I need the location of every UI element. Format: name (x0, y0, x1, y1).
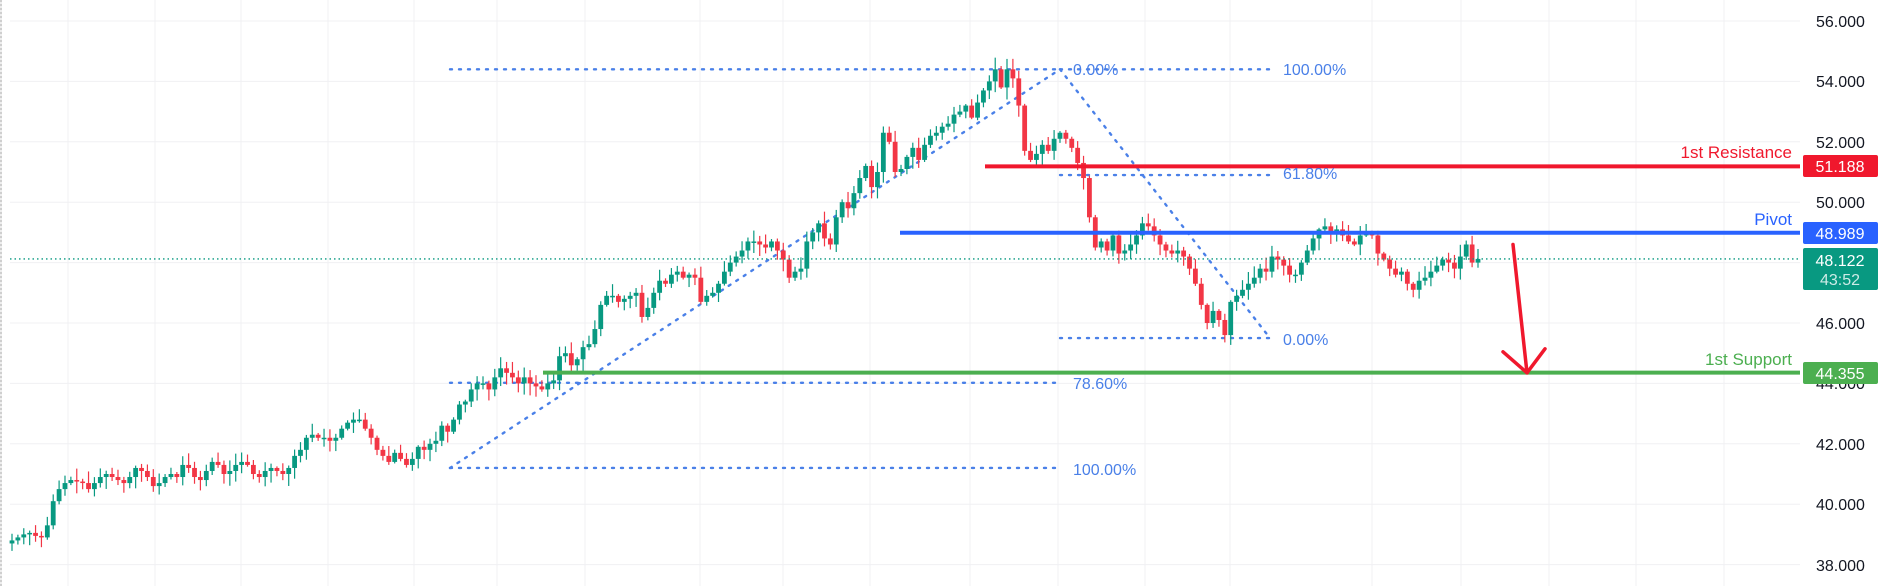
price-axis[interactable]: 56.000 54.000 52.000 50.000 48.000 46.00… (1816, 14, 1865, 575)
resistance-price-value: 51.188 (1816, 159, 1865, 176)
fib-down-100-label: 100.00% (1283, 62, 1346, 79)
resistance-price-tag: 51.188 (1803, 155, 1878, 177)
current-price-value: 48.122 (1816, 253, 1865, 270)
pivot-price-tag: 48.989 (1803, 222, 1878, 244)
pivot-price-value: 48.989 (1816, 226, 1865, 243)
support-label: 1st Support (1705, 350, 1792, 369)
fib-up-786-label: 78.60% (1073, 376, 1127, 393)
price-tick-50: 50.000 (1816, 195, 1865, 212)
price-tick-42: 42.000 (1816, 437, 1865, 454)
chart-left-border (0, 0, 2, 586)
price-tick-52: 52.000 (1816, 135, 1865, 152)
fib-down-618-label: 61.80% (1283, 166, 1337, 183)
chart-grid (10, 0, 1800, 586)
current-price-tag: 48.122 43:52 (1803, 248, 1878, 290)
price-tick-54: 54.000 (1816, 74, 1865, 91)
support-resistance-levels[interactable] (10, 164, 1800, 375)
bearish-arrow-annotation[interactable] (1501, 242, 1547, 375)
resistance-label: 1st Resistance (1681, 143, 1793, 162)
price-tick-38: 38.000 (1816, 558, 1865, 575)
bar-countdown: 43:52 (1820, 272, 1860, 289)
fibonacci-retracements[interactable] (448, 68, 1272, 470)
price-tick-56: 56.000 (1816, 14, 1865, 31)
price-tick-46: 46.000 (1816, 316, 1865, 333)
support-price-value: 44.355 (1816, 366, 1865, 383)
fib-up-100-label: 100.00% (1073, 462, 1136, 479)
support-price-tag: 44.355 (1803, 362, 1878, 384)
fib-down-0-label: 0.00% (1283, 332, 1328, 349)
fib-up-0-label: 0.00% (1073, 62, 1118, 79)
candle-series (9, 57, 1481, 551)
pivot-label: Pivot (1754, 210, 1792, 229)
price-tick-40: 40.000 (1816, 497, 1865, 514)
